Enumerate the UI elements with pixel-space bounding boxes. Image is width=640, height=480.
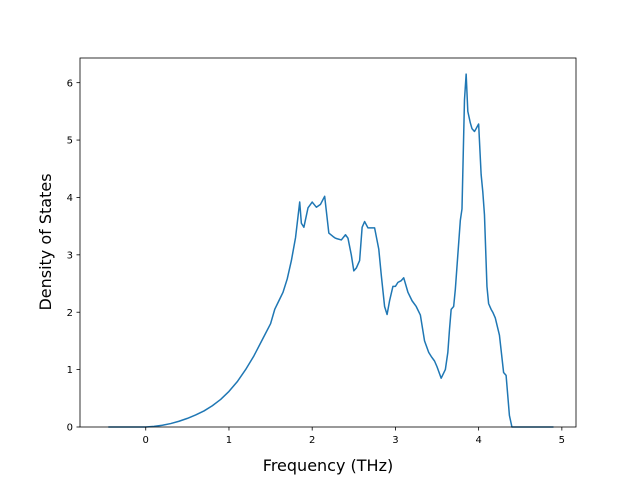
y-tick-label: 6 — [67, 78, 73, 89]
y-tick-label: 5 — [67, 136, 73, 147]
x-tick-label: 2 — [309, 435, 315, 446]
y-tick-label: 3 — [67, 250, 73, 261]
y-tick-label: 0 — [67, 423, 73, 434]
x-tick-label: 4 — [475, 435, 481, 446]
y-tick-label: 4 — [67, 193, 73, 204]
plot-frame — [79, 57, 577, 428]
y-axis-ticks: 0 1 2 3 4 5 6 — [67, 78, 80, 434]
x-tick-label: 1 — [226, 435, 232, 446]
series-line-0 — [108, 73, 554, 428]
y-tick-label: 1 — [67, 365, 73, 376]
x-tick-label: 5 — [559, 435, 565, 446]
plot-area — [79, 57, 577, 428]
y-tick-label: 2 — [67, 308, 73, 319]
x-tick-label: 0 — [143, 435, 149, 446]
y-axis-label: Density of States — [36, 173, 55, 310]
x-axis-ticks: 0 1 2 3 4 5 — [143, 427, 565, 446]
x-tick-label: 3 — [392, 435, 398, 446]
x-axis-label: Frequency (THz) — [263, 456, 393, 475]
